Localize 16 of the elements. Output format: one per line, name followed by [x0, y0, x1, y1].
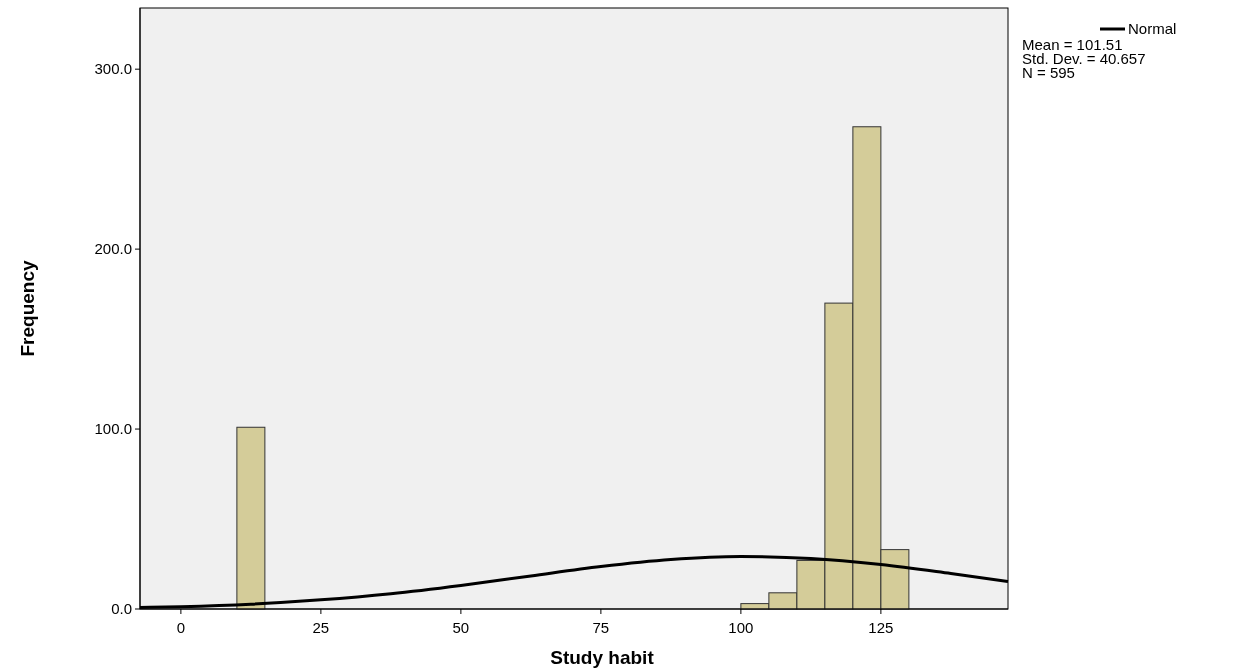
y-tick-label: 0.0: [111, 600, 132, 617]
y-tick-label: 300.0: [94, 60, 132, 78]
legend-label: Normal: [1128, 20, 1177, 37]
x-tick-label: 25: [312, 619, 330, 636]
x-tick-label: 0: [176, 619, 186, 636]
x-tick-label: 75: [592, 619, 610, 636]
x-tick-label: 50: [452, 619, 470, 636]
y-tick-label: 200.0: [94, 240, 132, 258]
text: Mean = 101.51: [1022, 36, 1123, 53]
x-tick-label: 125: [868, 619, 894, 636]
x-tick-label: 100: [728, 619, 754, 636]
y-axis-title: Frequency: [17, 260, 38, 357]
text: N = 595: [1022, 64, 1075, 81]
text: Std. Dev. = 40.657: [1022, 50, 1146, 67]
x-axis-title: Study habit: [550, 647, 655, 668]
y-tick-label: 100.0: [94, 420, 132, 438]
